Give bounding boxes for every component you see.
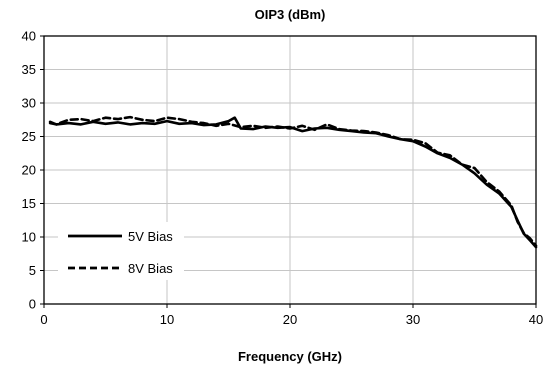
y-tick-label: 20 <box>22 163 36 178</box>
y-tick-label: 25 <box>22 129 36 144</box>
y-tick-label: 15 <box>22 196 36 211</box>
legend-label: 5V Bias <box>128 229 173 244</box>
x-tick-label: 30 <box>406 312 420 327</box>
y-tick-label: 10 <box>22 230 36 245</box>
x-axis-label: Frequency (GHz) <box>238 349 342 364</box>
x-tick-label: 40 <box>529 312 543 327</box>
legend: 5V Bias 8V Bias <box>58 222 184 280</box>
x-tick-label: 20 <box>283 312 297 327</box>
plot-frame <box>43 35 537 305</box>
x-tick-label: 0 <box>40 312 47 327</box>
y-tick-label: 35 <box>22 62 36 77</box>
y-tick-label: 30 <box>22 96 36 111</box>
axis-ticks: 0 10 20 30 40 0 5 10 15 20 25 30 35 40 <box>22 29 544 328</box>
series-lines <box>48 115 538 249</box>
series-line-5v-bias <box>48 116 538 249</box>
chart-title: OIP3 (dBm) <box>255 7 326 22</box>
y-tick-label: 40 <box>22 29 36 44</box>
y-tick-label: 5 <box>29 263 36 278</box>
legend-background <box>58 222 184 280</box>
series-line-8v-bias <box>48 115 538 247</box>
y-tick-label: 0 <box>29 297 36 312</box>
legend-label: 8V Bias <box>128 261 173 276</box>
x-tick-label: 10 <box>160 312 174 327</box>
